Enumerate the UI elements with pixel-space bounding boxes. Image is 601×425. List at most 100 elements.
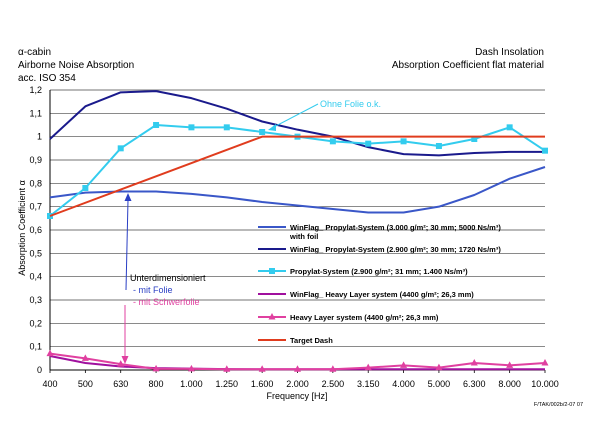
data-point: [365, 140, 372, 147]
data-point: [506, 361, 514, 368]
x-tick-label: 400: [42, 379, 57, 389]
data-point: [435, 143, 442, 149]
x-tick-label: 1.600: [251, 379, 274, 389]
annotation-mit-schwerfolie: - mit Schwerfolie: [133, 297, 200, 307]
data-point: [470, 359, 478, 366]
y-axis-label: Absorption Coefficient α: [17, 180, 27, 276]
x-tick-label: 10.000: [531, 379, 559, 389]
data-point: [329, 138, 336, 145]
annotation-unterdimensioniert: Unterdimensioniert: [130, 273, 206, 283]
legend-label: WinFlag_ Propylat-System (3.000 g/m²; 30…: [289, 223, 501, 241]
chart-header-left: α-cabin Airborne Noise Absorption acc. I…: [18, 46, 134, 85]
y-tick-labels: 0 0,1 0,2 0,3 0,4 0,5 0,6 0,7 0,8 0,9 1 1,1 1,2: [29, 85, 42, 375]
x-tick-label: 6.300: [463, 379, 486, 389]
legend-item: WinFlag_ Propylat-System (3.000 g/m²; 30…: [258, 223, 501, 241]
data-point: [329, 365, 337, 372]
series-group: [46, 90, 549, 372]
reference-code: F/TAK/002b/2-07 07: [533, 402, 583, 408]
y-tick-label: 0,7: [29, 202, 42, 212]
header-left-line-2: Airborne Noise Absorption: [18, 60, 135, 71]
x-tick-label: 1.000: [180, 379, 203, 389]
y-tick-label: 0,5: [29, 248, 42, 258]
annotation-mit-folie: - mit Folie: [133, 285, 173, 295]
legend-item: Propylat-System (2.900 g/m²; 31 mm; 1.40…: [258, 267, 468, 276]
annotation-ohne-folie: Ohne Folie o.k.: [320, 99, 381, 109]
x-tick-label: 2.000: [286, 379, 309, 389]
chart-header-right: Dash Insolation Absorption Coefficient f…: [392, 46, 544, 72]
y-tick-label: 0,2: [29, 318, 42, 328]
series-1: [49, 166, 546, 214]
x-tick-label: 5.000: [428, 379, 451, 389]
annotation-arrowhead: [268, 124, 276, 131]
legend-label: Propylat-System (2.900 g/m²; 31 mm; 1.40…: [290, 267, 468, 276]
series-line: [49, 90, 545, 157]
data-point: [81, 354, 89, 361]
series-line: [49, 166, 546, 214]
x-tick-label: 1.250: [216, 379, 239, 389]
y-tick-label: 0,3: [29, 295, 42, 305]
legend-label: Heavy Layer system (4400 g/m²; 26,3 mm): [290, 313, 439, 322]
series-2: [49, 90, 545, 157]
data-point: [400, 138, 407, 145]
header-right-line-2: Absorption Coefficient flat material: [391, 60, 544, 71]
legend-item: WinFlag_ Heavy Layer system (4400 g/m²; …: [258, 290, 474, 299]
x-tick-label: 4.000: [392, 379, 415, 389]
data-point: [117, 145, 124, 152]
x-tick-label: 630: [113, 379, 128, 389]
legend-item: Heavy Layer system (4400 g/m²; 26,3 mm): [258, 313, 439, 322]
series-line: [49, 135, 545, 217]
annotations: Ohne Folie o.k. Unterdimensioniert - mit F…: [121, 99, 381, 364]
data-point: [364, 363, 372, 371]
data-point: [506, 124, 513, 131]
data-point: [400, 361, 408, 368]
y-tick-label: 0: [37, 365, 42, 375]
data-point: [259, 129, 266, 135]
header-right-line-1: Dash Insolation: [475, 47, 544, 58]
series-6: [49, 135, 545, 217]
data-point: [258, 365, 266, 372]
y-tick-label: 1,2: [29, 85, 42, 95]
legend-label: WinFlag_ Propylat-System (2.900 g/m²; 30…: [290, 245, 501, 254]
y-tick-label: 1,1: [29, 108, 42, 118]
header-left-line-1: α-cabin: [18, 47, 52, 58]
x-tick-label: 8.000: [498, 379, 521, 389]
data-point: [223, 124, 230, 131]
data-point: [471, 136, 478, 142]
annotation-arrowhead: [124, 193, 132, 201]
y-tick-label: 0,4: [29, 272, 42, 282]
data-point: [46, 349, 54, 357]
data-point: [223, 365, 231, 372]
legend: WinFlag_ Propylat-System (3.000 g/m²; 30…: [258, 223, 501, 345]
legend-item: WinFlag_ Propylat-System (2.900 g/m²; 30…: [258, 245, 501, 254]
y-tick-label: 0,6: [29, 225, 42, 235]
data-point: [435, 363, 443, 371]
x-tick-label: 500: [78, 379, 93, 389]
series-5: [46, 349, 549, 372]
y-tick-label: 1: [37, 132, 42, 142]
x-axis-label: Frequency [Hz]: [266, 391, 327, 401]
annotation-mit-folie-arrow: [125, 199, 129, 291]
legend-marker: [268, 313, 276, 320]
x-tick-label: 2.500: [322, 379, 345, 389]
legend-label: Target Dash: [290, 336, 333, 345]
legend-item: Target Dash: [258, 336, 333, 345]
data-point: [117, 360, 125, 367]
x-tick-label: 800: [149, 379, 164, 389]
annotation-ohne-folie-arrow: [271, 103, 319, 129]
data-point: [153, 122, 160, 128]
x-tick-labels: 400 500 630 800 1.000 1.250 1.600 2.000 2.500 3.1…: [42, 379, 558, 389]
data-point: [294, 365, 301, 372]
data-point: [188, 124, 195, 131]
y-tick-label: 0,1: [29, 342, 42, 352]
annotation-arrowhead: [121, 356, 129, 364]
data-point: [152, 364, 160, 372]
y-tick-label: 0,8: [29, 178, 42, 188]
y-tick-label: 0,9: [29, 155, 42, 165]
x-tick-label: 3.150: [357, 379, 380, 389]
data-point: [541, 359, 549, 366]
legend-label: WinFlag_ Heavy Layer system (4400 g/m²; …: [290, 290, 474, 299]
data-point: [82, 185, 89, 191]
data-point: [187, 364, 195, 372]
legend-marker: [269, 268, 275, 274]
